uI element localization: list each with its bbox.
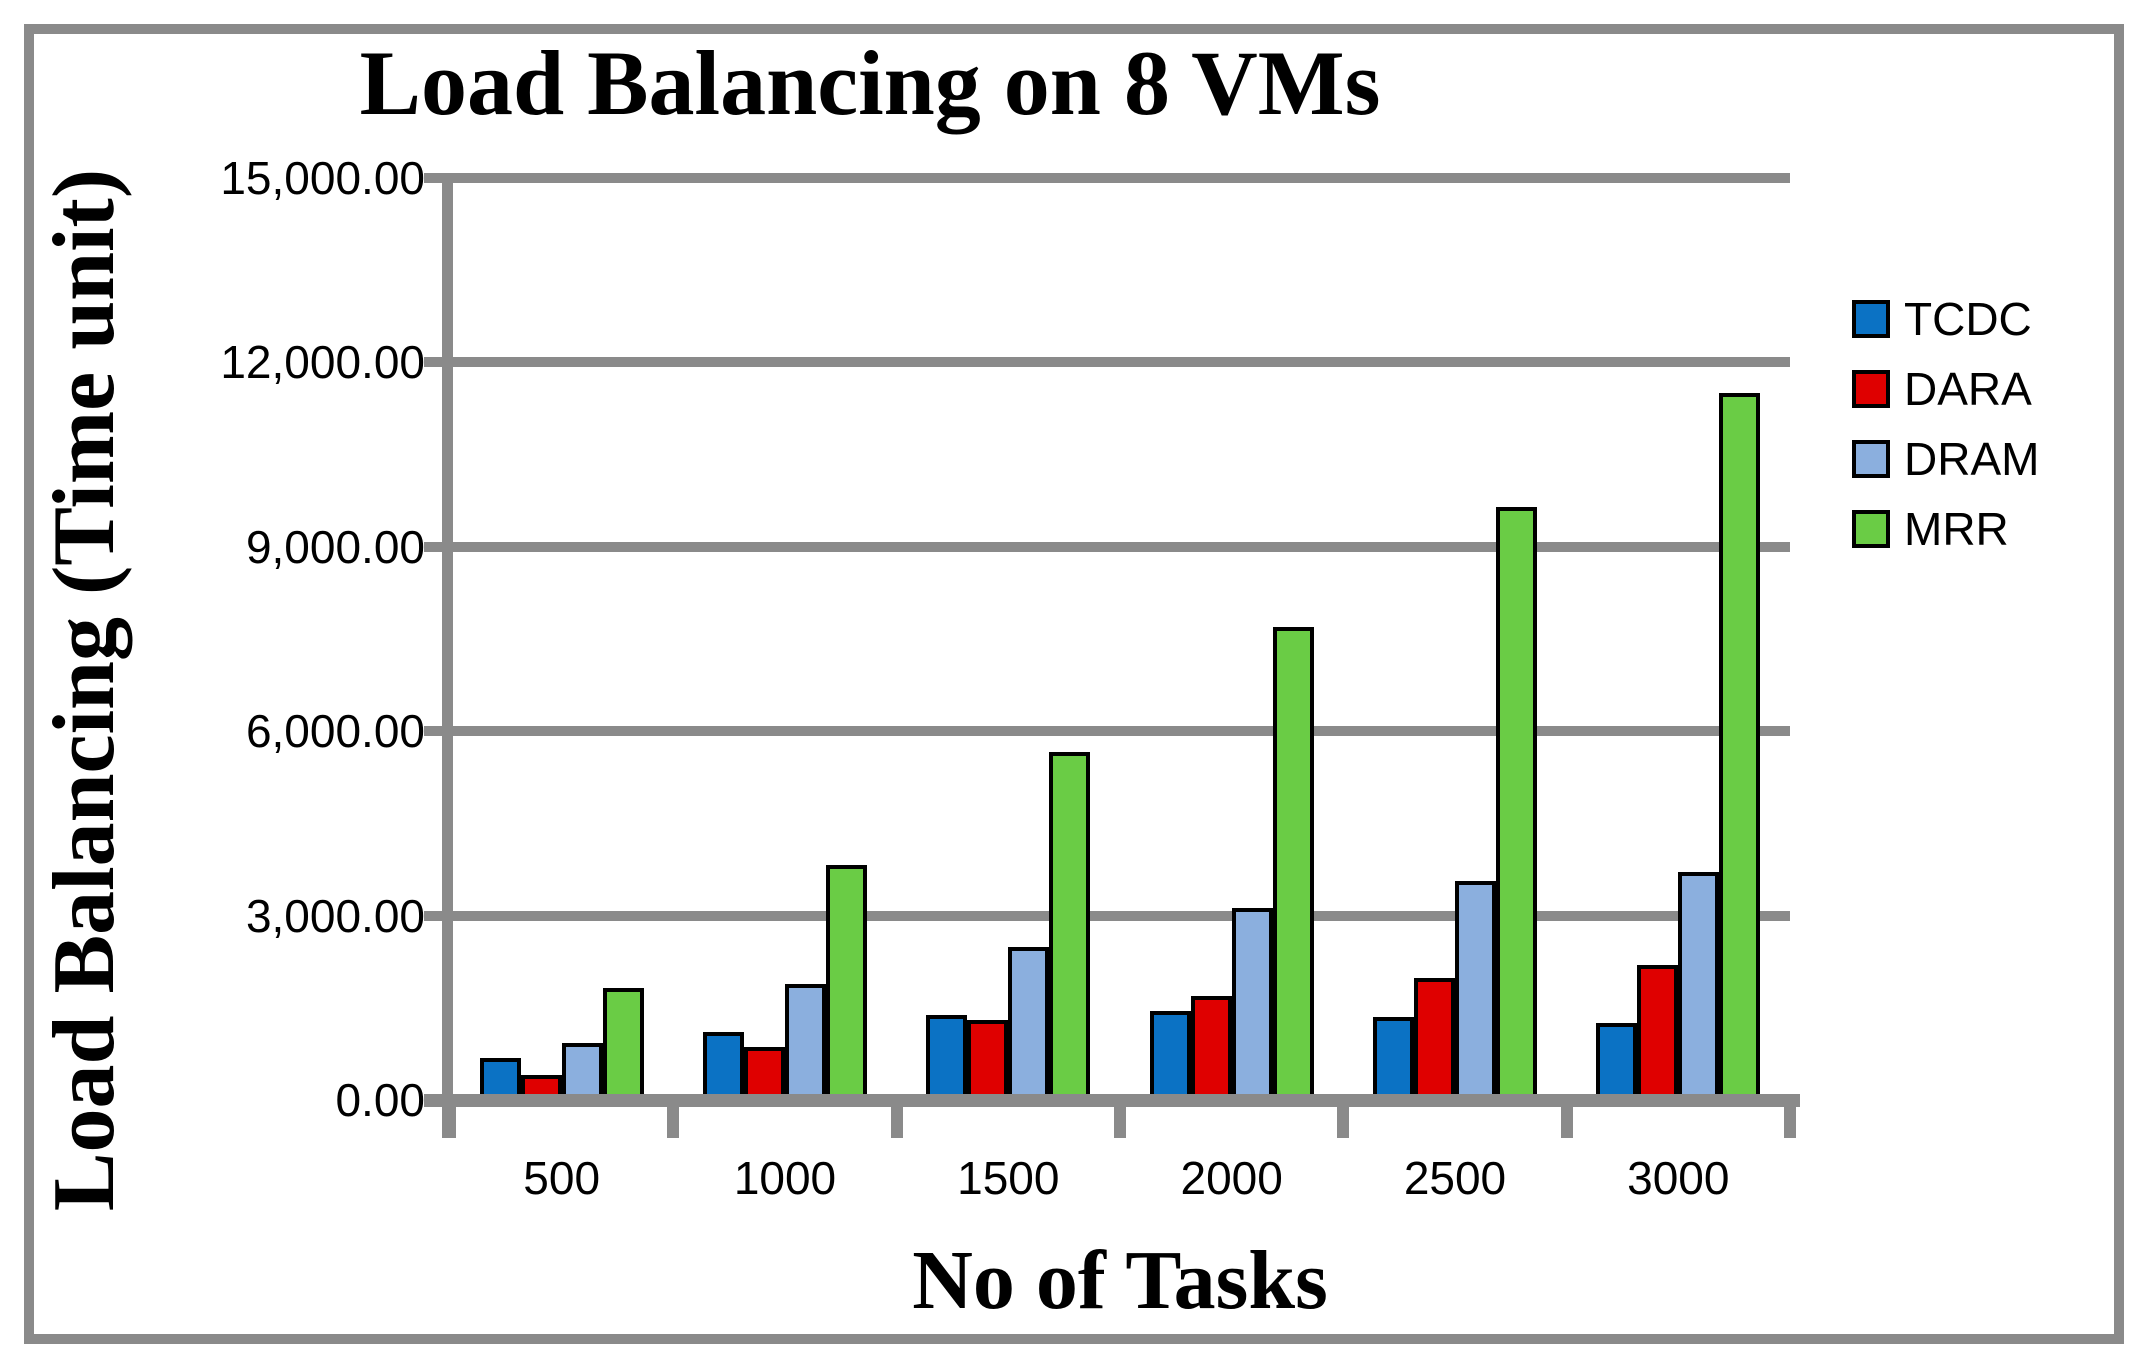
y-axis-tick-label: 6,000.00 <box>245 705 425 758</box>
x-axis-tick <box>1784 1100 1796 1138</box>
y-axis-tick-label: 9,000.00 <box>245 520 425 573</box>
plot-area: 0.00 3,000.00 6,000.00 9,000.00 12,000.00 15,… <box>220 152 1800 1138</box>
x-axis-tick-label: 1000 <box>733 1152 837 1204</box>
bar-dara-2000 <box>1190 996 1232 1100</box>
y-axis-tick <box>424 357 450 368</box>
x-axis-line <box>424 1094 1800 1107</box>
chart-outer-border <box>24 24 2124 1344</box>
y-axis-tick-label: 15,000.00 <box>220 152 425 204</box>
legend-swatch-tcdc <box>1852 300 1890 338</box>
bar-dram-1000 <box>784 984 826 1100</box>
bar-group-3000 <box>1567 178 1790 1100</box>
y-axis-tick <box>424 173 450 183</box>
legend-swatch-mrr <box>1852 510 1890 548</box>
x-axis-tick-label: 2500 <box>1403 1152 1507 1204</box>
legend-swatch-dara <box>1852 370 1890 408</box>
y-axis-tick-label: 0.00 <box>335 1074 425 1126</box>
gridline <box>450 357 1790 368</box>
bar-dara-1500 <box>967 1020 1009 1100</box>
bar-dara-2500 <box>1413 978 1455 1100</box>
bar-tcdc-3000 <box>1596 1023 1638 1100</box>
x-axis-tick-label: 1500 <box>957 1152 1060 1204</box>
x-axis-tick <box>1560 1100 1573 1138</box>
bar-tcdc-1000 <box>702 1032 744 1100</box>
bar-group-2000 <box>1120 178 1343 1100</box>
bar-tcdc-2500 <box>1372 1017 1414 1100</box>
bar-group-1000 <box>673 178 896 1100</box>
bar-group-2500 <box>1343 178 1566 1100</box>
x-axis-tick <box>890 1100 903 1138</box>
bar-mrr-1000 <box>825 865 867 1100</box>
gridline <box>450 910 1790 921</box>
bar-group-500 <box>450 178 673 1100</box>
bar-mrr-500 <box>602 988 644 1100</box>
x-axis-tick-label: 500 <box>523 1152 601 1204</box>
bar-mrr-2000 <box>1272 627 1314 1100</box>
x-axis-tick-label: 2000 <box>1180 1152 1283 1204</box>
gridline <box>450 173 1790 183</box>
x-axis-tick-label: 3000 <box>1627 1152 1730 1204</box>
chart-title: Load Balancing on 8 VMs <box>359 32 1381 134</box>
y-axis-tick <box>424 726 450 737</box>
gridline <box>450 726 1790 737</box>
legend-item-dara: DARA <box>1852 363 2039 415</box>
bar-tcdc-1500 <box>926 1015 968 1100</box>
bar-dram-1500 <box>1008 947 1050 1100</box>
x-axis-tick <box>1337 1100 1350 1138</box>
x-axis-tick <box>1114 1100 1126 1138</box>
gridline <box>450 541 1790 552</box>
x-axis-title: No of Tasks <box>912 1234 1328 1327</box>
legend-label-dram: DRAM <box>1904 433 2040 485</box>
legend: TCDC DARA DRAM MRR <box>1852 293 2040 580</box>
bar-dara-1000 <box>743 1047 785 1100</box>
y-axis-tick <box>424 541 450 552</box>
bar-dram-500 <box>561 1043 603 1100</box>
legend-label-tcdc: TCDC <box>1904 293 2032 345</box>
legend-item-dram: DRAM <box>1852 433 2040 485</box>
y-axis-line <box>442 173 453 1138</box>
y-axis-tick <box>424 910 450 921</box>
bar-tcdc-2000 <box>1149 1011 1191 1100</box>
legend-label-dara: DARA <box>1904 363 2032 415</box>
legend-item-mrr: MRR <box>1852 503 2039 555</box>
y-axis-tick-label: 3,000.00 <box>245 889 425 942</box>
y-axis-tick-label: 12,000.00 <box>220 336 425 389</box>
bar-mrr-1500 <box>1049 752 1091 1100</box>
legend-label-mrr: MRR <box>1904 503 2009 555</box>
x-axis-tick <box>667 1100 680 1138</box>
bar-dara-3000 <box>1637 965 1679 1100</box>
bar-mrr-2500 <box>1495 507 1537 1100</box>
bar-dram-3000 <box>1678 872 1720 1100</box>
bar-dram-2000 <box>1231 908 1273 1100</box>
legend-item-tcdc: TCDC <box>1852 293 2039 345</box>
bar-dram-2500 <box>1454 881 1496 1100</box>
bar-mrr-3000 <box>1719 393 1761 1100</box>
legend-swatch-dram <box>1852 440 1890 478</box>
bar-group-1500 <box>897 178 1120 1100</box>
y-axis-title: Load Balancing (Time unit) <box>36 168 133 1212</box>
